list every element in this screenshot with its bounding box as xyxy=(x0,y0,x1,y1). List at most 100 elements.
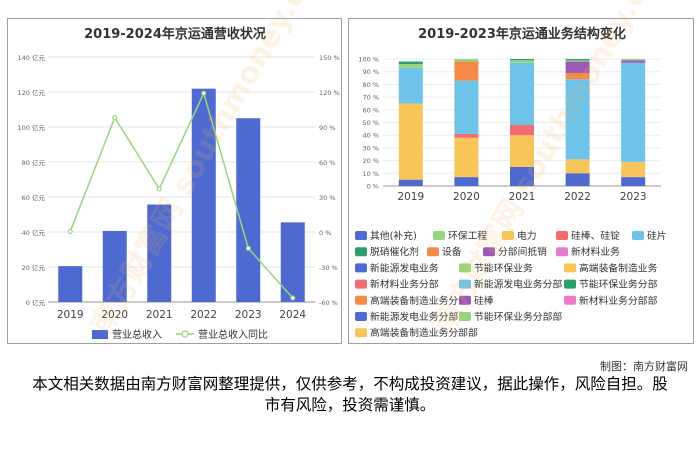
legend-label: 高端装备制造业务 xyxy=(579,261,658,274)
legend-swatch xyxy=(355,295,367,305)
revenue-bar xyxy=(191,88,216,302)
stack-segment xyxy=(510,60,534,63)
stack-segment xyxy=(621,177,646,186)
revenue-bar xyxy=(102,230,127,302)
revenue-chart-panel: 2019-2024年京运通营收状况 0 亿元 20 亿元 40 亿元 60 亿元 80 亿… xyxy=(7,0,342,344)
legend-label: 新能源发电业务分部部 xyxy=(370,310,468,323)
stack-segment xyxy=(565,173,590,186)
stack-segment xyxy=(454,177,479,186)
stack-segment xyxy=(621,62,646,162)
y-right-tick-label: 90 % xyxy=(319,124,336,132)
legend-label: 新材料业务分部 xyxy=(370,278,439,291)
stack-segment xyxy=(454,59,479,62)
revenue-bar xyxy=(236,118,261,302)
x-tick-label: 2023 xyxy=(235,309,262,321)
stack-segment xyxy=(454,80,479,134)
yoy-point xyxy=(201,90,207,96)
y-right-tick-label: -60 % xyxy=(319,299,338,307)
y-right-tick-label: 120 % xyxy=(319,89,340,97)
x-tick-label: 2022 xyxy=(190,309,217,321)
legend-swatch xyxy=(483,247,495,257)
y-tick-label: 80 % xyxy=(362,81,379,89)
legend-swatch xyxy=(355,279,367,289)
y-left-tick-label: 40 亿元 xyxy=(22,228,46,237)
revenue-bar xyxy=(147,204,172,302)
structure-chart-panel: 2019-2023年京运通业务结构变化 0 % 10 % 20 % 30 % 40 % 50… xyxy=(348,0,694,344)
x-tick-label: 2021 xyxy=(509,191,536,203)
y-left-tick-label: 80 亿元 xyxy=(22,158,46,167)
stack-segment xyxy=(510,166,534,186)
stack-segment xyxy=(454,61,479,81)
legend-label: 其他(补充) xyxy=(370,229,417,242)
stack-segment xyxy=(510,135,534,167)
legend-swatch xyxy=(459,263,471,273)
revenue-bar xyxy=(58,266,83,302)
stack-segment xyxy=(454,133,479,138)
legend-label: 新能源发电业务 xyxy=(370,261,439,274)
y-tick-label: 0 % xyxy=(367,183,379,191)
legend-swatch xyxy=(459,279,471,289)
x-tick-label: 2023 xyxy=(620,191,647,203)
y-tick-label: 40 % xyxy=(362,132,379,140)
legend-swatch xyxy=(355,312,367,321)
legend-label: 高端装备制造业务分部 xyxy=(370,294,468,307)
y-tick-label: 60 % xyxy=(362,106,379,114)
legend-swatch xyxy=(556,231,568,240)
y-tick-label: 30 % xyxy=(362,144,379,152)
y-tick-label: 20 % xyxy=(362,157,379,165)
y-left-tick-label: 20 亿元 xyxy=(22,263,46,272)
revenue-chart: 2019-2024年京运通营收状况 0 亿元 20 亿元 40 亿元 60 亿元 80 亿… xyxy=(18,26,340,341)
stack-segment xyxy=(398,64,423,68)
y-right-tick-label: 150 % xyxy=(319,54,340,62)
stack-segment xyxy=(565,60,590,62)
y-left-tick-label: 100 亿元 xyxy=(18,123,46,132)
x-tick-label: 2019 xyxy=(397,191,424,203)
stack-segment xyxy=(510,59,534,61)
revenue-bar xyxy=(280,222,305,302)
legend-label: 硅棒、硅锭 xyxy=(571,229,620,242)
stack-segment xyxy=(565,72,590,80)
y-left-tick-label: 140 亿元 xyxy=(18,53,46,62)
y-right-tick-label: 30 % xyxy=(319,194,336,202)
x-tick-label: 2021 xyxy=(146,309,173,321)
legend-swatch xyxy=(564,279,576,289)
stack-segment xyxy=(510,125,534,136)
stack-segment xyxy=(565,59,590,61)
stack-segment xyxy=(565,159,590,174)
x-tick-label: 2020 xyxy=(101,309,128,321)
legend-label: 节能环保业务分部 xyxy=(579,278,658,291)
legend-swatch xyxy=(355,328,367,338)
legend-label: 设备 xyxy=(442,245,462,258)
legend-label: 电力 xyxy=(517,229,537,242)
legend-swatch xyxy=(459,312,471,321)
legend-swatch xyxy=(459,295,471,305)
legend-label: 硅棒 xyxy=(474,294,494,307)
x-tick-label: 2020 xyxy=(453,191,480,203)
legend-swatch xyxy=(632,231,644,240)
legend-label: 高端装备制造业务分部部 xyxy=(370,326,478,339)
legend-label: 新材料业务 xyxy=(571,245,620,258)
chart-title: 2019-2023年京运通业务结构变化 xyxy=(418,26,626,42)
y-right-tick-label: 60 % xyxy=(319,159,336,167)
stack-segment xyxy=(565,79,590,160)
y-tick-label: 100 % xyxy=(358,56,379,64)
legend-swatch xyxy=(556,247,568,257)
y-tick-label: 70 % xyxy=(362,94,379,102)
stack-segment xyxy=(398,179,423,186)
legend-swatch xyxy=(355,231,367,240)
legend-label: 节能环保业务 xyxy=(474,261,533,274)
legend-label: 硅片 xyxy=(647,229,667,242)
stack-segment xyxy=(621,161,646,178)
x-tick-label: 2024 xyxy=(279,309,306,321)
yoy-line xyxy=(69,91,294,299)
stack-segment xyxy=(398,67,423,104)
legend-swatch xyxy=(427,247,439,257)
legend-label: 脱硝催化剂 xyxy=(370,245,419,258)
stack-segment xyxy=(621,59,646,61)
legend-label: 分部间抵销 xyxy=(498,245,547,258)
legend-line-marker xyxy=(181,330,189,338)
y-tick-label: 10 % xyxy=(362,170,379,178)
legend-swatch xyxy=(502,231,514,240)
stack-segment xyxy=(565,61,590,73)
stack-segment xyxy=(398,61,423,65)
